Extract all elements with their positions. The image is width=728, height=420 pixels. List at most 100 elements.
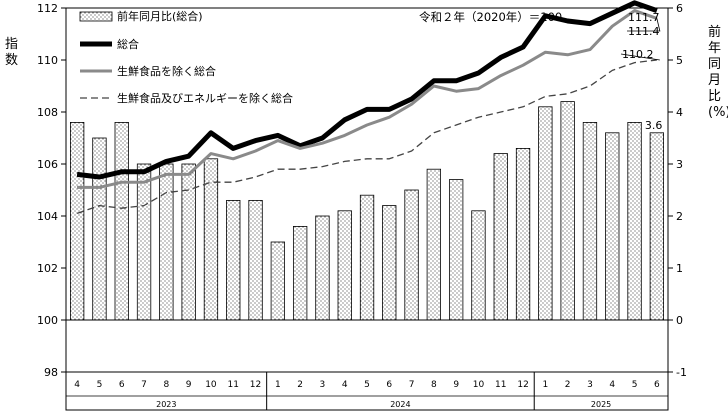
legend-swatch-bars [79,11,113,22]
bar-2 [114,122,129,321]
y-right-axis-title: (%) [708,105,728,120]
bar-10 [292,225,308,321]
bar-5 [181,163,196,321]
series-leader-1 [627,18,661,32]
plot-frame [65,7,669,411]
x-tick-label: 12 [250,380,261,390]
bar-17 [448,179,464,321]
x-tick-label: 1 [275,380,281,390]
x-tick-label: 4 [342,380,348,390]
y-right-axis-title: 月 [708,73,721,88]
series-end-label-1: 111.4 [628,25,660,38]
y-right-axis-title: 年 [708,41,721,56]
legend-label-1: 生鮮食品を除く総合 [117,64,216,78]
plot-border [65,7,669,411]
x-year-label: 2025 [591,400,611,409]
series-line-0 [76,0,658,180]
series-leader-2 [620,53,660,61]
x-tick-label: 5 [364,380,370,390]
x-tick-label: 9 [186,380,192,390]
y-right-tick-label: 4 [676,106,683,119]
bar-12 [337,210,352,321]
x-tick-label: 6 [654,380,660,390]
bar-last-value-label: 3.6 [645,119,663,132]
y-left-tick-label: 106 [37,158,58,171]
bar-18 [471,210,486,321]
series-line-2 [76,59,657,215]
bar-series: 3.6 [70,101,664,321]
bar-23 [582,122,598,321]
bar-8 [248,199,263,321]
y-left-tick-label: 108 [37,106,58,119]
x-year-label: 2023 [156,400,176,409]
y-left-axis-title: 指 [5,37,18,52]
x-tick-label: 8 [431,380,437,390]
bar-9 [270,241,286,321]
series-end-label-0: 111.7 [628,11,660,24]
x-tick-label: 2 [565,380,571,390]
y-right-tick-label: 5 [676,54,683,67]
x-tick-label: 3 [320,380,326,390]
x-tick-label: 4 [609,380,615,390]
y-right-axis-title: 比 [708,89,721,104]
bar-26 [649,132,664,321]
x-tick-label: 7 [141,380,147,390]
x-tick-label: 9 [453,380,459,390]
y-right-axis-title: 前 [708,24,721,40]
x-tick-label: 11 [495,380,506,390]
x-year-label: 2024 [390,400,410,409]
x-tick-label: 5 [632,380,638,390]
legend-label-bars: 前年同月比(総合) [117,9,203,23]
bar-16 [426,168,442,321]
series-line-1 [77,9,658,189]
bar-6 [203,158,219,321]
bar-19 [493,153,508,321]
y-left-tick-label: 98 [44,366,58,379]
x-tick-label: 2 [297,380,303,390]
bar-13 [359,194,375,321]
y-left-tick-label: 112 [37,2,58,15]
bar-7 [226,199,241,321]
x-tick-label: 10 [473,380,485,390]
bar-4 [159,163,174,321]
y-left-tick-label: 100 [37,314,58,327]
x-tick-label: 1 [543,380,549,390]
bar-25 [627,122,642,321]
bar-22 [560,101,575,321]
base-year-note: 令和２年（2020年）＝100 [419,10,562,24]
series-end-label-2: 110.2 [622,48,654,61]
bar-0 [70,122,85,321]
y-right-tick-label: 3 [676,158,683,171]
bar-3 [136,163,152,321]
x-tick-label: 3 [587,380,593,390]
y-right-axis-title: 同 [708,57,721,72]
y-right-tick-label: -1 [676,366,687,379]
x-tick-label: 10 [205,380,217,390]
bar-11 [315,215,330,321]
y-left-axis-title: 数 [5,53,18,68]
y-right-tick-label: 2 [676,210,683,223]
bar-14 [382,205,397,321]
bar-24 [605,132,620,321]
legend-label-2: 生鮮食品及びエネルギーを除く総合 [117,91,293,105]
x-tick-label: 11 [227,380,238,390]
y-right-tick-label: 1 [676,262,683,275]
x-tick-label: 7 [409,380,415,390]
y-right-tick-label: 0 [676,314,683,327]
x-tick-label: 5 [97,380,103,390]
x-tick-label: 6 [119,380,125,390]
x-tick-label: 4 [74,380,80,390]
legend-label-0: 総合 [117,37,139,51]
axes: 98100102104106108110112-10123456指数前年同月比(… [5,2,728,410]
y-left-tick-label: 102 [37,262,58,275]
x-tick-label: 12 [517,380,528,390]
bar-21 [538,106,553,321]
bar-1 [92,137,107,321]
y-left-tick-label: 110 [37,54,58,67]
y-right-tick-label: 6 [676,2,683,15]
bar-20 [515,147,531,321]
bar-15 [404,189,419,321]
x-tick-label: 6 [386,380,392,390]
